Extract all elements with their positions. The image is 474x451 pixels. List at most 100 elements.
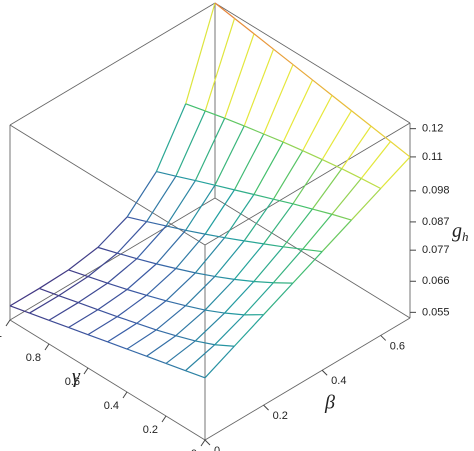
mesh-segment — [214, 184, 235, 191]
mesh-segment — [292, 203, 313, 210]
z-axis-label: gh — [452, 220, 469, 244]
mesh-segment — [58, 295, 79, 304]
mesh-segment — [224, 33, 255, 119]
y-tick-label: 0 — [214, 445, 220, 451]
x-tick-label: 0.2 — [143, 424, 158, 436]
mesh-segment — [214, 125, 245, 186]
mesh-segment — [175, 309, 206, 337]
mesh-segment — [38, 269, 69, 289]
mesh-segment — [380, 156, 411, 189]
mesh-segment — [185, 370, 206, 379]
axis-box — [9, 2, 411, 441]
mesh-segment — [331, 213, 352, 221]
mesh-segment — [204, 309, 225, 314]
mesh-segment — [360, 141, 391, 179]
box-edge — [204, 122, 411, 246]
mesh-segment — [292, 251, 323, 284]
mesh-segment — [253, 141, 284, 195]
y-tick-label: 0.6 — [390, 340, 405, 352]
mesh-segment — [370, 125, 391, 142]
mesh-segment — [243, 198, 274, 242]
mesh-segment — [233, 243, 265, 280]
mesh-segment — [136, 258, 157, 265]
mesh-segment — [117, 316, 137, 324]
mesh-segment — [194, 237, 226, 274]
mesh-segment — [195, 272, 215, 278]
mesh-segment — [234, 278, 254, 283]
mesh-segment — [107, 282, 128, 291]
mesh-segment — [126, 171, 157, 218]
mesh-segment — [351, 110, 372, 127]
x-tick — [161, 415, 167, 423]
mesh-segment — [146, 335, 177, 357]
box-edge — [214, 2, 411, 124]
mesh-segment — [136, 300, 167, 324]
mesh-segment — [136, 225, 167, 260]
mesh-segment — [87, 334, 108, 343]
mesh-segment — [350, 188, 382, 221]
mesh-segment — [272, 150, 304, 200]
mesh-segment — [253, 193, 274, 200]
mesh-segment — [282, 208, 313, 248]
mesh-segment — [214, 344, 235, 347]
box-edge — [9, 319, 206, 441]
mesh-segment — [253, 246, 284, 282]
mesh-segment — [39, 287, 59, 297]
x-tick-label: 1 — [0, 328, 2, 340]
ticks: 0 0.2 0.4 0.6 0.8 1 0 0.2 0.4 0.6 0.055 0.066 0.077 0… — [0, 123, 450, 451]
mesh-segment — [302, 248, 323, 253]
mesh-segment — [185, 344, 216, 372]
mesh-segment — [68, 326, 89, 336]
mesh-segment — [9, 287, 40, 307]
mesh-segment — [331, 178, 362, 215]
mesh-segment — [204, 18, 236, 112]
mesh-segment — [253, 280, 274, 284]
mesh-segment — [243, 282, 274, 316]
mesh-segment — [48, 302, 79, 321]
y-tick-label: 0.4 — [331, 375, 346, 387]
mesh-segment — [185, 2, 216, 104]
mesh-segment — [68, 246, 99, 271]
mesh-segment — [204, 189, 235, 235]
mesh-segment — [205, 233, 225, 239]
mesh-segment — [117, 252, 138, 260]
mesh-segment — [263, 282, 294, 316]
x-tick-label: 0.8 — [26, 352, 41, 364]
mesh-segment — [224, 312, 245, 316]
mesh-segment — [107, 258, 138, 284]
z-tick-label: 0.066 — [422, 275, 450, 287]
mesh-segment — [126, 348, 147, 357]
mesh-segment — [58, 276, 89, 297]
y-tick — [263, 404, 269, 411]
mesh-segment — [165, 362, 186, 372]
mesh-segment — [204, 345, 235, 379]
box-edge — [9, 2, 216, 126]
x-tick — [5, 319, 11, 327]
mesh-segment — [321, 219, 352, 252]
mesh-segment — [292, 64, 313, 81]
mesh-segment — [175, 267, 196, 274]
mesh-segment — [195, 179, 216, 186]
mesh-segment — [97, 216, 128, 248]
z-tick-label: 0.12 — [422, 123, 443, 135]
mesh-segment — [9, 305, 30, 314]
mesh-segment — [341, 168, 362, 179]
mesh-segment — [302, 95, 333, 151]
mesh-segment — [97, 246, 118, 254]
y-tick — [380, 335, 387, 341]
z-tick-label: 0.077 — [422, 244, 450, 256]
mesh-segment — [185, 305, 206, 311]
mesh-segment — [302, 150, 323, 161]
mesh-segment — [331, 94, 352, 112]
mesh-segment — [311, 168, 343, 210]
mesh-segment — [205, 110, 225, 119]
mesh-segment — [175, 233, 206, 269]
surface-mesh — [9, 2, 411, 379]
x-tick — [44, 343, 50, 351]
box-edge — [9, 197, 216, 321]
mesh-segment — [224, 117, 245, 127]
mesh-segment — [175, 335, 196, 342]
mesh-segment — [244, 240, 264, 245]
mesh-segment — [87, 316, 118, 336]
mesh-segment — [48, 319, 69, 329]
